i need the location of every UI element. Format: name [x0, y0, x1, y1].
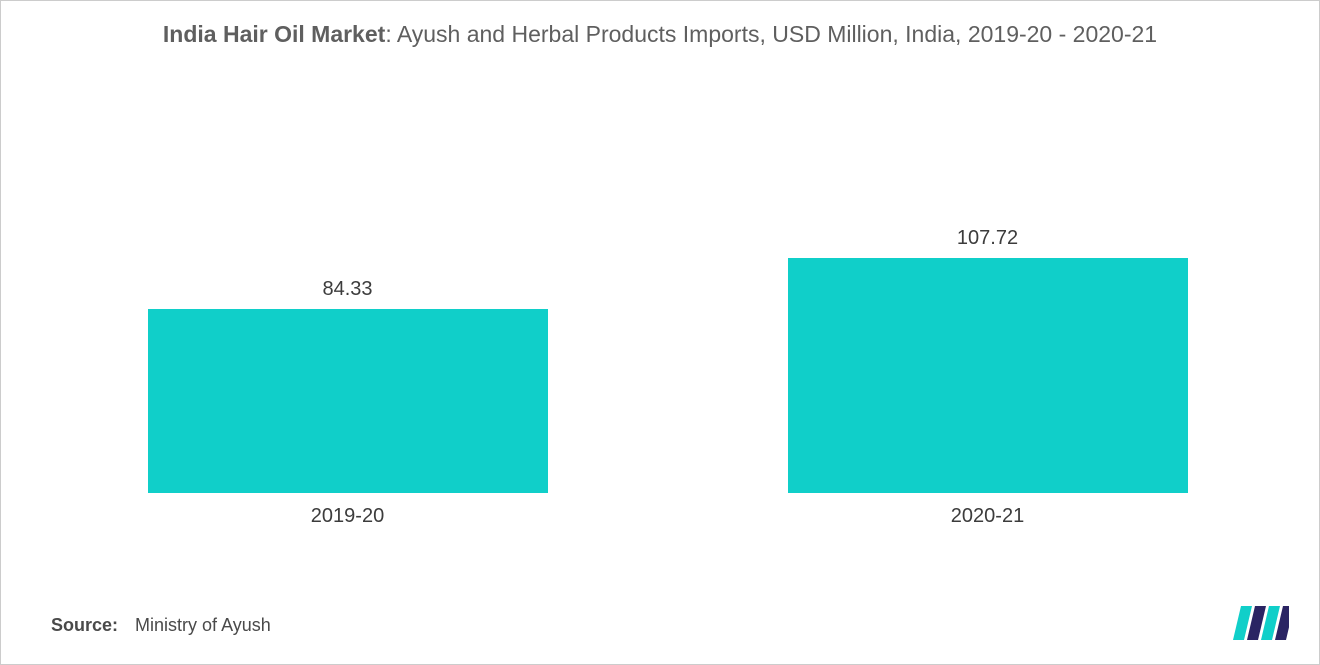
source-value: Ministry of Ayush [135, 615, 271, 635]
bar-group: 84.332019-20 [148, 231, 548, 493]
bar-category-label: 2019-20 [148, 505, 548, 528]
brand-logo-icon [1231, 606, 1289, 640]
source-label-text: Source: [51, 615, 118, 635]
bar-category-label: 2020-21 [788, 505, 1188, 528]
bar-value-label: 84.33 [148, 278, 548, 301]
chart-title-strong: India Hair Oil Market [163, 21, 385, 47]
bar [148, 309, 548, 493]
chart-plot-area: 84.332019-20 107.722020-21 [136, 231, 1199, 493]
chart-title-rest: : Ayush and Herbal Products Imports, USD… [385, 21, 1157, 47]
source-row: Source: Ministry of Ayush [51, 615, 271, 636]
bar-group: 107.722020-21 [788, 231, 1188, 493]
bar-value-label: 107.72 [788, 227, 1188, 250]
chart-container: India Hair Oil Market: Ayush and Herbal … [0, 0, 1320, 665]
chart-title: India Hair Oil Market: Ayush and Herbal … [1, 1, 1319, 50]
bar [788, 258, 1188, 493]
